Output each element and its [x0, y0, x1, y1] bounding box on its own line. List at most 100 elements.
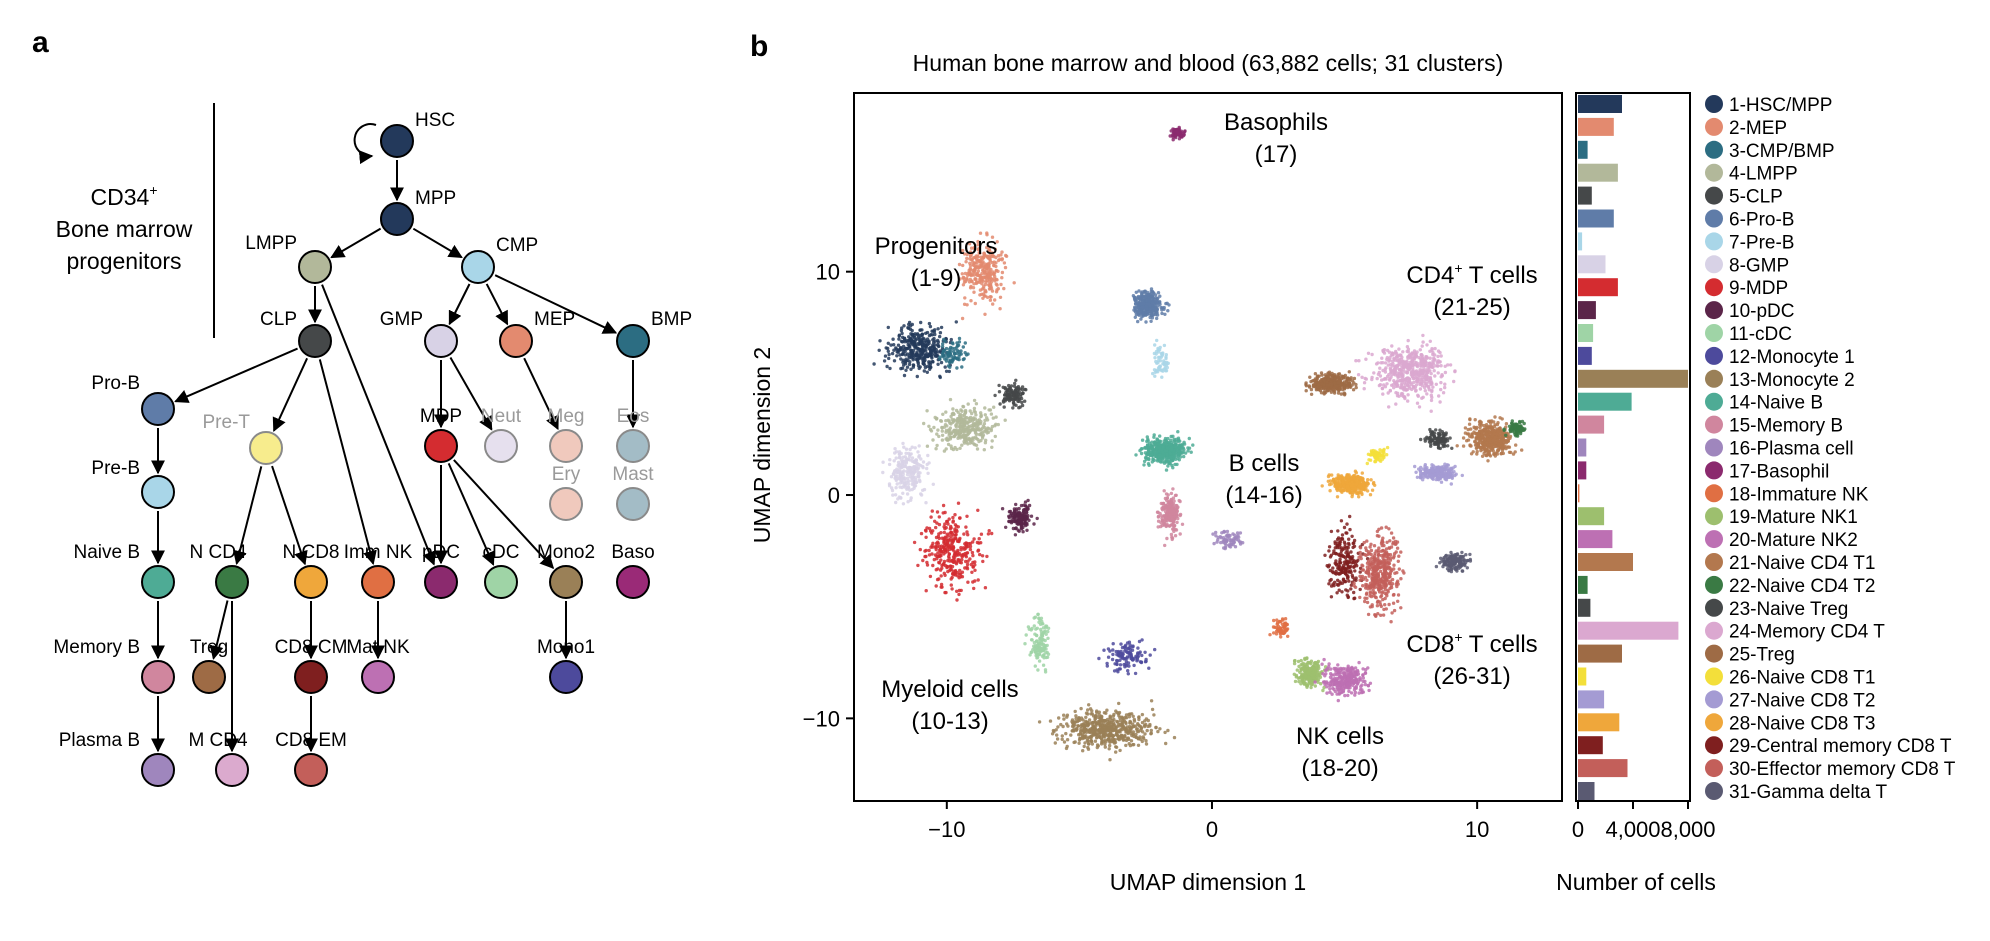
umap-point — [1011, 406, 1014, 409]
umap-point — [981, 279, 984, 282]
umap-point — [1013, 382, 1016, 385]
umap-point — [988, 529, 991, 532]
umap-point — [1111, 648, 1114, 651]
umap-point — [1313, 672, 1316, 675]
umap-cluster-18 — [1268, 617, 1289, 639]
umap-point — [1131, 658, 1134, 661]
umap-point — [964, 525, 967, 528]
tree-node-cd8-em: CD8 EM — [275, 730, 347, 786]
umap-point — [1298, 671, 1301, 674]
umap-point — [1081, 733, 1084, 736]
umap-point — [916, 564, 919, 567]
umap-cluster-6 — [1132, 287, 1171, 324]
umap-point — [966, 560, 969, 563]
umap-point — [1150, 732, 1153, 735]
umap-point — [1137, 655, 1140, 658]
umap-point — [950, 338, 953, 341]
umap-point — [1500, 433, 1503, 436]
umap-point — [1501, 417, 1504, 420]
umap-point — [1152, 436, 1155, 439]
umap-point — [913, 470, 916, 473]
umap-point — [1113, 741, 1116, 744]
umap-point — [1143, 460, 1146, 463]
umap-point — [904, 369, 907, 372]
umap-point — [1179, 513, 1182, 516]
umap-point — [878, 339, 881, 342]
umap-point — [916, 450, 919, 453]
umap-point — [947, 556, 950, 559]
umap-point — [1137, 744, 1140, 747]
umap-point — [989, 408, 992, 411]
node-circle-baso — [617, 566, 649, 598]
umap-points — [872, 126, 1526, 762]
umap-point — [1112, 642, 1115, 645]
umap-point — [928, 322, 931, 325]
umap-point — [1118, 738, 1121, 741]
umap-point — [1346, 694, 1349, 697]
umap-point — [964, 428, 967, 431]
umap-point — [1136, 722, 1139, 725]
umap-point — [1134, 733, 1137, 736]
umap-point — [1097, 720, 1100, 723]
umap-point — [913, 541, 916, 544]
umap-point — [893, 470, 896, 473]
umap-point — [1144, 739, 1147, 742]
tree-node-neut: Neut — [481, 406, 522, 462]
umap-point — [1163, 731, 1166, 734]
umap-point — [1486, 438, 1489, 441]
umap-point — [1112, 721, 1115, 724]
umap-point — [935, 557, 938, 560]
umap-point — [977, 269, 980, 272]
umap-point — [1023, 400, 1026, 403]
node-circle-n-cd4 — [216, 566, 248, 598]
umap-point — [1117, 652, 1120, 655]
tree-node-mono2: Mono2 — [537, 542, 595, 598]
umap-point — [959, 575, 962, 578]
umap-point — [1001, 271, 1004, 274]
umap-cluster-15 — [1156, 487, 1184, 547]
umap-cluster-8 — [881, 442, 935, 506]
umap-point — [972, 291, 975, 294]
umap-panel: Human bone marrow and blood (63,882 cell… — [749, 50, 1956, 895]
umap-point — [960, 365, 963, 368]
umap-point — [1077, 719, 1080, 722]
umap-point — [932, 426, 935, 429]
tree-node-cd8-cm: CD8 CM — [275, 637, 348, 693]
umap-point — [964, 351, 967, 354]
umap-point — [925, 589, 928, 592]
tree-node-meg: Meg — [548, 406, 585, 462]
umap-cluster-12 — [1097, 638, 1156, 675]
umap-point — [1501, 446, 1504, 449]
umap-point — [1351, 684, 1354, 687]
node-circle-pro-b — [142, 393, 174, 425]
umap-point — [1005, 255, 1008, 258]
node-label-neut: Neut — [481, 406, 522, 427]
umap-point — [1342, 671, 1345, 674]
umap-point — [1132, 664, 1135, 667]
umap-point — [1229, 541, 1232, 544]
node-circle-memory-b — [142, 661, 174, 693]
umap-point — [1012, 401, 1015, 404]
umap-point — [946, 541, 949, 544]
umap-point — [1111, 737, 1114, 740]
umap-point — [1217, 536, 1220, 539]
umap-point — [1182, 448, 1185, 451]
umap-point — [984, 413, 987, 416]
umap-point — [1021, 392, 1024, 395]
umap-point — [979, 541, 982, 544]
umap-point — [944, 536, 947, 539]
umap-point — [1150, 699, 1153, 702]
node-circle-m-cd4 — [216, 754, 248, 786]
node-label-naive-b: Naive B — [73, 542, 140, 563]
umap-point — [1141, 713, 1144, 716]
node-circle-mono2 — [550, 566, 582, 598]
umap-point — [1034, 664, 1037, 667]
umap-point — [1038, 653, 1041, 656]
umap-point — [1044, 651, 1047, 654]
umap-point — [1468, 423, 1471, 426]
umap-point — [924, 529, 927, 532]
umap-point — [891, 352, 894, 355]
umap-point — [942, 511, 945, 514]
node-label-treg: Treg — [190, 637, 228, 658]
node-label-cd8-cm: CD8 CM — [275, 637, 348, 658]
